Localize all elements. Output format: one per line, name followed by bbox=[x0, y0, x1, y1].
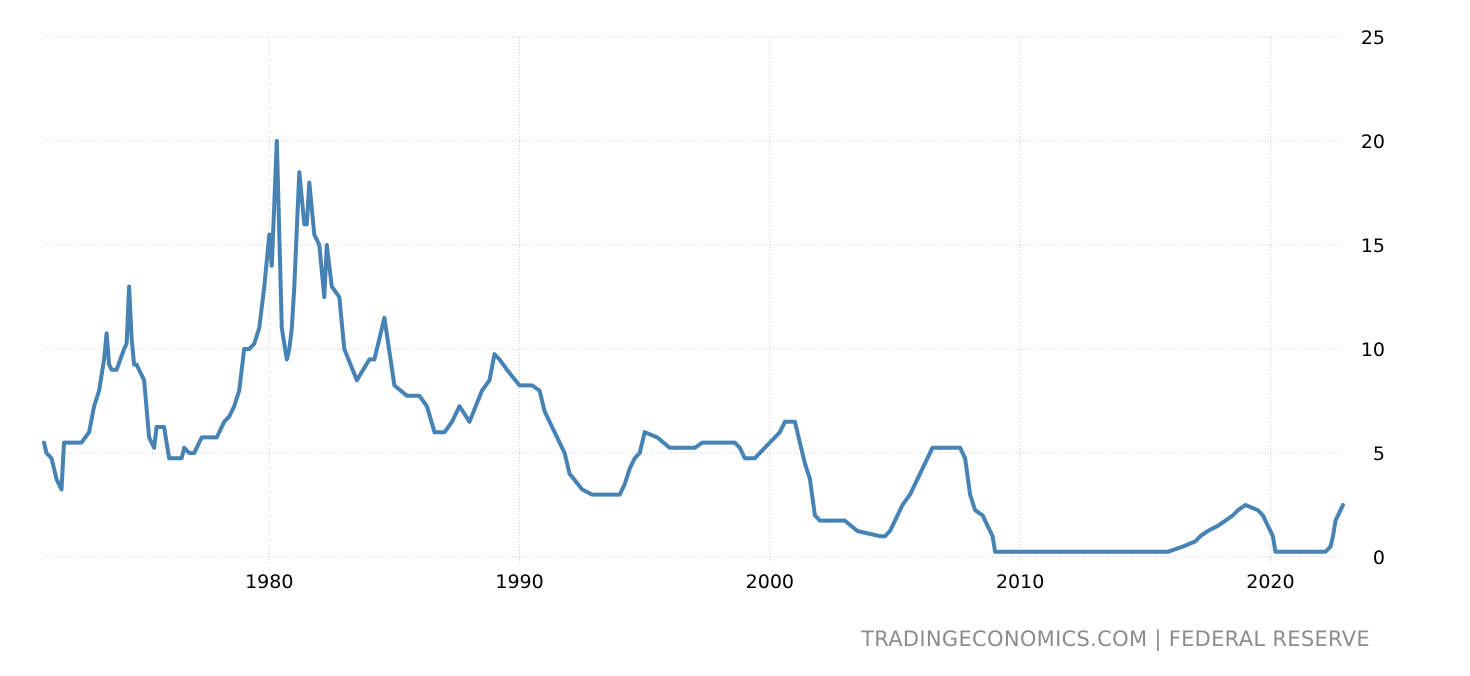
y-tick-label: 25 bbox=[1361, 27, 1385, 49]
x-tick-label: 1980 bbox=[245, 571, 293, 593]
y-tick-label: 20 bbox=[1361, 131, 1385, 153]
y-tick-label: 10 bbox=[1361, 339, 1385, 361]
x-axis-ticks: 1980 1990 2000 2010 2020 bbox=[245, 571, 1295, 593]
interest-rate-series-line bbox=[42, 139, 1345, 554]
series-layer bbox=[42, 139, 1345, 554]
x-tick-label: 2010 bbox=[996, 571, 1044, 593]
x-tick-label: 1990 bbox=[495, 571, 543, 593]
y-tick-label: 15 bbox=[1361, 235, 1385, 257]
y-tick-label: 0 bbox=[1373, 547, 1385, 569]
y-tick-label: 5 bbox=[1373, 443, 1385, 465]
grid-lines bbox=[44, 36, 1343, 563]
source-label[interactable]: TRADINGECONOMICS.COM | FEDERAL RESERVE bbox=[861, 627, 1370, 651]
y-axis-ticks: 0 5 10 15 20 25 bbox=[1361, 27, 1385, 569]
x-tick-label: 2020 bbox=[1246, 571, 1294, 593]
x-tick-label: 2000 bbox=[746, 571, 794, 593]
